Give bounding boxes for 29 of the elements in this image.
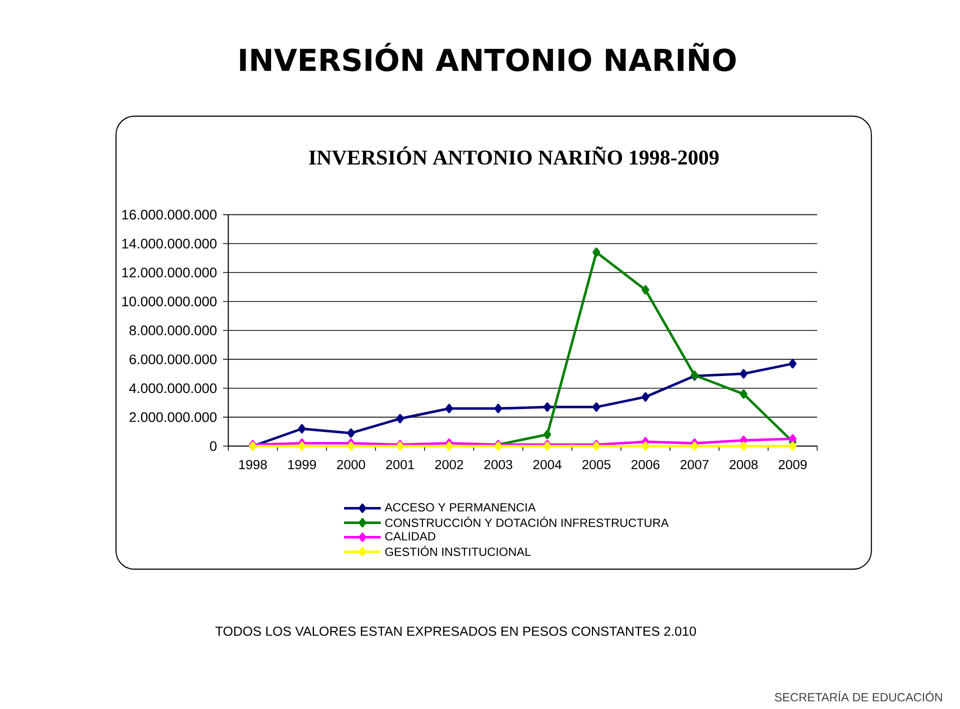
- legend-label: CONSTRUCCIÓN Y DOTACIÓN INFRESTRUCTURA: [385, 516, 669, 528]
- x-tick-label: 2005: [582, 460, 610, 470]
- chart-title: INVERSIÓN ANTONIO NARIÑO: [240, 42, 736, 72]
- y-tick-label: 8.000.000.000: [130, 326, 217, 336]
- x-tick-label: 2001: [386, 460, 414, 470]
- text: SECRETARÍA DE EDUCACIÓN: [774, 691, 942, 702]
- x-tick-label: 2009: [778, 460, 807, 470]
- legend-label: CALIDAD: [385, 532, 436, 541]
- legend-label: ACCESO Y PERMANENCIA: [384, 503, 536, 512]
- y-tick-label: 0: [210, 441, 217, 451]
- y-tick-label: 10.000.000.000: [122, 296, 217, 306]
- x-tick-label: 1999: [288, 460, 316, 470]
- y-tick-label: 2.000.000.000: [130, 412, 217, 422]
- legend-label: GESTIÓN INSTITUCIONAL: [385, 546, 531, 556]
- y-tick-label: 16.000.000.000: [122, 210, 217, 220]
- chart-subtitle: INVERSIÓN ANTONIO NARIÑO 1998-2009: [309, 146, 719, 165]
- y-tick-label: 12.000.000.000: [122, 268, 217, 278]
- x-tick-label: 2007: [680, 460, 708, 470]
- y-tick-label: 6.000.000.000: [130, 354, 217, 364]
- y-tick-label: 14.000.000.000: [122, 238, 217, 248]
- x-tick-label: 2008: [730, 460, 758, 470]
- x-tick-label: 2000: [337, 460, 366, 470]
- x-tick-label: 2006: [632, 460, 660, 470]
- x-tick-label: 1998: [239, 460, 267, 470]
- x-tick-label: 2002: [435, 460, 464, 470]
- x-tick-label: 2004: [533, 460, 562, 470]
- text: TODOS LOS VALORES ESTAN EXPRESADOS EN PESOS CONSTANTES 2.010: [215, 626, 696, 636]
- y-tick-label: 4.000.000.000: [129, 383, 217, 394]
- x-tick-label: 2003: [484, 460, 512, 470]
